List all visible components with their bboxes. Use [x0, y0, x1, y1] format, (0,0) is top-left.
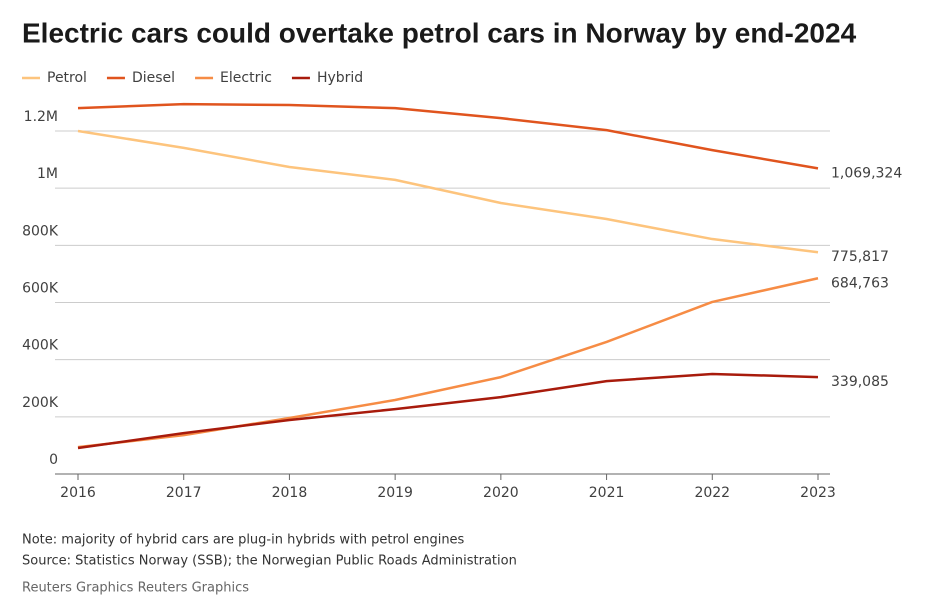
series-line [77, 102, 819, 170]
chart-title: Electric cars could overtake petrol cars… [22, 17, 857, 48]
x-tick-label: 2020 [483, 485, 519, 501]
series-line [77, 277, 819, 449]
x-tick-label: 2019 [377, 485, 413, 501]
y-tick-label: 400K [22, 338, 59, 354]
x-tick-label: 2016 [60, 485, 96, 501]
credit: Reuters Graphics Reuters Graphics [22, 581, 249, 596]
y-tick-label: 800K [22, 223, 59, 239]
legend-label: Diesel [132, 70, 175, 86]
y-tick-label: 1.2M [24, 109, 58, 125]
x-tick-label: 2021 [589, 485, 625, 501]
x-tick-label: 2017 [166, 485, 202, 501]
legend-label: Electric [220, 70, 272, 86]
series-line [77, 129, 819, 254]
x-tick-label: 2018 [272, 485, 308, 501]
x-tick-label: 2023 [800, 485, 836, 501]
source: Source: Statistics Norway (SSB); the Nor… [22, 554, 517, 569]
y-tick-label: 0 [49, 452, 58, 468]
value-label: 339,085 [831, 374, 889, 390]
value-label: 775,817 [831, 249, 889, 265]
value-label: 1,069,324 [831, 165, 902, 181]
note: Note: majority of hybrid cars are plug-i… [22, 533, 465, 548]
y-tick-label: 1M [37, 166, 58, 182]
x-tick-label: 2022 [694, 485, 730, 501]
y-tick-label: 600K [22, 281, 59, 297]
value-label: 684,763 [831, 275, 889, 291]
legend-label: Hybrid [317, 70, 363, 86]
series-line [77, 372, 819, 450]
legend-label: Petrol [47, 70, 87, 86]
y-tick-label: 200K [22, 395, 59, 411]
